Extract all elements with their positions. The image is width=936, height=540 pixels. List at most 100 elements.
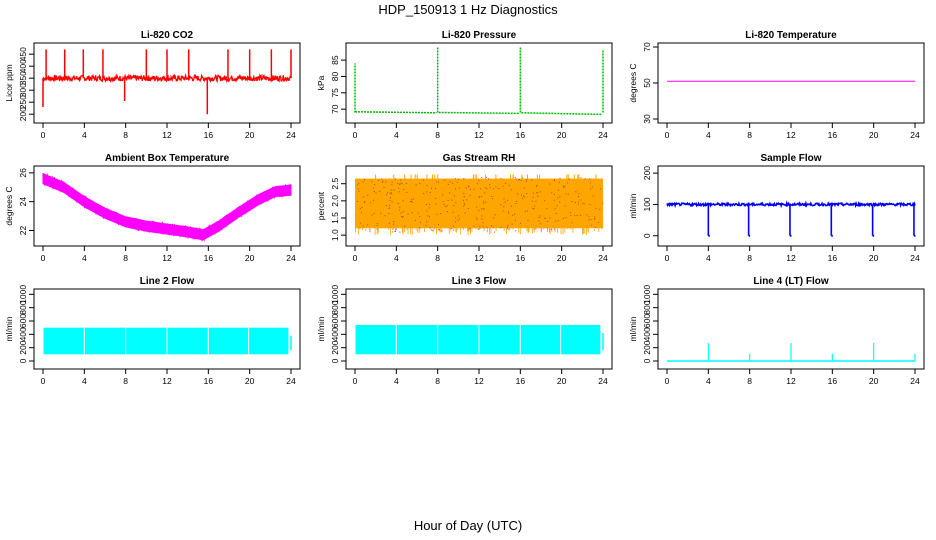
rh-dot [558,189,560,191]
rh-dot [582,202,584,204]
rh-dot [483,208,485,210]
rh-dot [554,228,556,230]
rh-dot [425,204,427,206]
y-tick-label: 1000 [18,285,28,304]
rh-band [355,178,603,229]
rh-dot [382,180,384,182]
rh-dot [574,201,576,203]
rh-dot [469,195,471,197]
rh-dot [556,205,558,207]
rh-dot [515,230,517,232]
rh-dot [388,222,390,224]
x-tick-label: 12 [162,376,172,386]
rh-dot [364,200,366,202]
y-axis-label: ml/min [4,316,14,341]
rh-dot [394,230,396,232]
rh-dot [453,195,455,197]
rh-dot [508,211,510,213]
rh-dot [547,220,549,222]
rh-dot [446,211,448,213]
rh-dot [375,192,377,194]
rh-dot [453,225,455,227]
rh-dot [362,196,364,198]
rh-dot [537,195,539,197]
y-tick-label: 400 [18,327,28,341]
x-tick-label: 24 [598,253,608,263]
rh-dot [544,217,546,219]
panel-title: Li-820 CO2 [141,30,194,41]
rh-dot [363,201,365,203]
rh-dot [382,181,384,183]
rh-dot [482,225,484,227]
rh-dot [373,191,375,193]
y-tick-label: 800 [642,300,652,314]
rh-dot [483,200,485,202]
rh-dot [479,188,481,190]
rh-dot [491,198,493,200]
rh-dot [442,194,444,196]
rh-dot [399,231,401,233]
rh-dot [361,212,363,214]
x-tick-label: 8 [747,376,752,386]
rh-dot [457,219,459,221]
plot-frame [657,42,925,124]
flow-block [249,327,289,355]
rh-dot [503,206,505,208]
y-tick-label: 1000 [330,285,340,304]
rh-dot [588,219,590,221]
rh-dot [506,226,508,228]
y-tick-label: 26 [18,168,28,178]
panel-ambient: Ambient Box Temperature 0 4 8 12 16 20 24 22 24 26… [4,153,301,263]
y-tick-label: 2.0 [330,195,340,207]
rh-dot [514,219,516,221]
rh-dot [523,195,525,197]
rh-dot [485,176,487,178]
rh-dot [563,185,565,187]
x-tick-label: 20 [869,376,879,386]
rh-dot [502,185,504,187]
rh-dot [515,203,517,205]
rh-dot [469,228,471,230]
rh-dot [392,228,394,230]
rh-dot [379,190,381,192]
rh-dot [523,187,525,189]
rh-dot [479,228,481,230]
rh-dot [419,183,421,185]
rh-dot [442,201,444,203]
rh-dot [401,215,403,217]
x-tick-label: 12 [474,376,484,386]
rh-dot [522,177,524,179]
rh-dot [423,193,425,195]
y-tick-label: 22 [18,225,28,235]
rh-dot [467,207,469,209]
rh-dot [527,220,529,222]
rh-dot [391,181,393,183]
rh-dot [457,178,459,180]
rh-dot [562,217,564,219]
y-tick-label: 400 [18,59,28,73]
rh-dot [558,181,560,183]
panel-sample_flow: Sample Flow 0 4 8 12 16 20 24 0 100 200 ml/min [628,153,925,263]
rh-dot [500,177,502,179]
rh-dot [434,188,436,190]
rh-dot [369,229,371,231]
x-tick-label: 16 [828,130,838,140]
rh-dot [411,212,413,214]
x-tick-label: 20 [245,130,255,140]
rh-dot [462,199,464,201]
y-tick-label: 600 [642,314,652,328]
rh-dot [391,193,393,195]
rh-dot [390,197,392,199]
rh-dot [452,211,454,213]
rh-dot [536,185,538,187]
rh-dot [532,207,534,209]
y-axis-label: ml/min [628,316,638,341]
x-tick-label: 4 [82,130,87,140]
rh-dot [602,202,604,204]
rh-dot [464,204,466,206]
rh-dot [522,197,524,199]
rh-dot [519,179,521,181]
x-tick-label: 4 [706,253,711,263]
rh-dot [384,215,386,217]
